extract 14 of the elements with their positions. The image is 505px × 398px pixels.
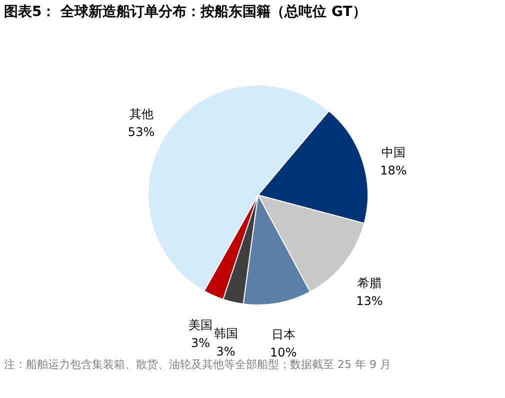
data-label: 13% xyxy=(356,294,383,308)
slice-label: 中国 xyxy=(381,145,406,160)
slice-label: 美国 xyxy=(188,318,212,332)
data-label: 18% xyxy=(380,163,407,178)
slice-label: 韩国 xyxy=(214,326,238,340)
slice-label: 日本 xyxy=(271,328,296,342)
chart-title: 图表5： 全球新造船订单分布：按船东国籍（总吨位 GT） xyxy=(4,3,366,20)
data-label: 3% xyxy=(216,344,236,358)
slice-label: 希腊 xyxy=(357,276,382,290)
slice-label: 其他 xyxy=(129,107,154,122)
data-label: 53% xyxy=(128,125,155,140)
data-label: 10% xyxy=(270,346,297,360)
text: 注：船舶运力包含集装箱、散货、油轮及其他等全部船型；数据截至 25 年 9 月 xyxy=(4,358,391,371)
data-label: 3% xyxy=(190,336,210,350)
